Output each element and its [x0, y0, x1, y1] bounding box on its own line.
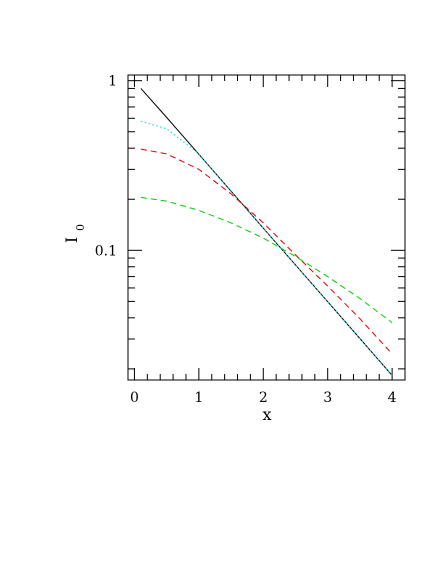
axis-ticks: 0 1 2 3 4 1 0.1 — [95, 74, 406, 406]
x-tick-label: 3 — [323, 390, 332, 406]
series-lines — [140, 88, 393, 376]
x-tick-label: 2 — [259, 390, 268, 406]
plot-border — [127, 74, 406, 381]
x-tick-label: 0 — [130, 390, 139, 406]
y-axis-label-group: I 0 — [62, 224, 87, 243]
x-tick-label: 1 — [194, 390, 203, 406]
y-tick-label: 1 — [108, 74, 117, 90]
series-line-3 — [140, 148, 393, 355]
axis-labels: x I 0 — [62, 224, 272, 424]
series-line-4 — [140, 196, 393, 324]
series-line-2 — [140, 120, 393, 376]
plot-frame — [127, 74, 406, 381]
y-tick-label: 0.1 — [95, 243, 117, 259]
y-axis-label-subscript: 0 — [74, 224, 87, 231]
y-axis-label: I — [62, 237, 81, 243]
x-axis-label: x — [262, 405, 271, 424]
x-tick-label: 4 — [388, 390, 397, 406]
